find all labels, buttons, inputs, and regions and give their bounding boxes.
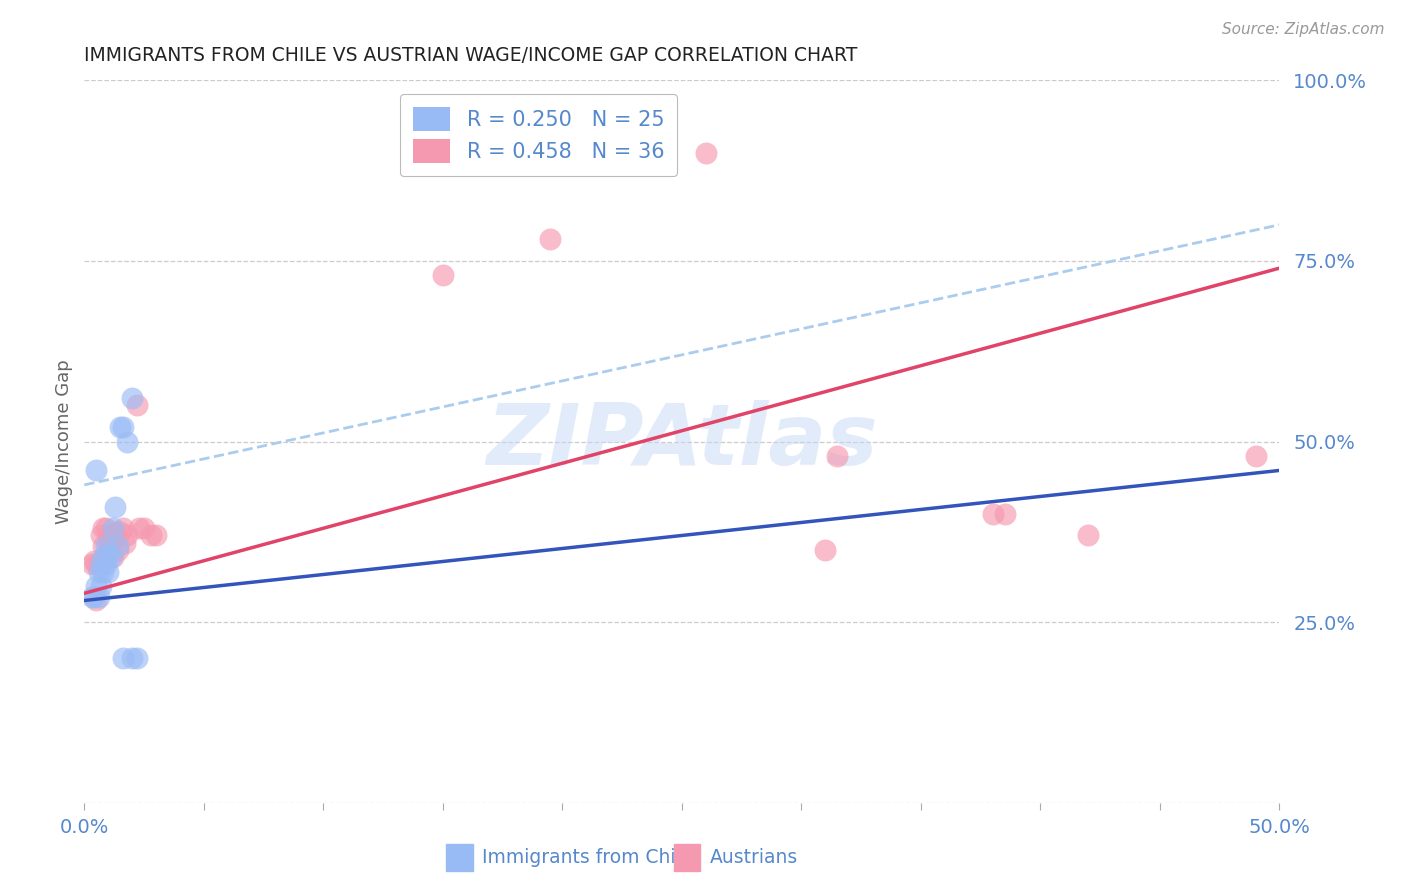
Point [814,542,837,557]
Point [90,558,112,572]
Point [128,521,150,535]
Point [86,463,108,477]
Point [86,593,108,607]
Bar [673,844,700,871]
Point [121,391,143,405]
Point [100,535,122,549]
Point [93,565,115,579]
Point [94,558,117,572]
Point [93,521,115,535]
Point [1244,449,1267,463]
Point [111,651,134,665]
Point [125,651,148,665]
Point [117,528,139,542]
Point [125,398,148,412]
Bar [447,844,472,871]
Point [86,558,108,572]
Point [83,554,105,568]
Point [107,539,129,553]
Point [93,550,115,565]
Point [101,521,124,535]
Point [540,232,562,246]
Point [97,565,120,579]
Text: Immigrants from Chile: Immigrants from Chile [482,848,692,867]
Point [86,579,108,593]
Point [110,420,132,434]
Point [1077,528,1099,542]
Point [94,521,117,535]
Point [97,547,120,561]
Point [101,550,124,565]
Point [100,550,122,565]
Point [90,558,112,572]
Text: ZIPAtlas: ZIPAtlas [486,400,877,483]
Point [94,539,117,553]
Point [83,590,105,604]
Point [145,528,167,542]
Point [981,507,1004,521]
Point [90,528,112,542]
Point [117,434,139,449]
Point [97,528,120,542]
Point [104,500,127,514]
Point [114,535,136,549]
Point [104,528,127,542]
Point [80,558,103,572]
Point [107,542,129,557]
Point [132,521,156,535]
Point [101,528,124,542]
Point [93,539,115,553]
Point [695,145,717,160]
Point [87,565,110,579]
Text: Austrians: Austrians [710,848,797,867]
Point [111,420,134,434]
Point [104,524,127,539]
Point [97,535,120,549]
Point [111,521,134,535]
Point [87,558,110,572]
Text: Source: ZipAtlas.com: Source: ZipAtlas.com [1222,22,1385,37]
Legend: R = 0.250   N = 25, R = 0.458   N = 36: R = 0.250 N = 25, R = 0.458 N = 36 [401,95,676,176]
Point [994,507,1017,521]
Y-axis label: Wage/Income Gap: Wage/Income Gap [55,359,73,524]
Point [432,268,454,283]
Point [827,449,849,463]
Point [110,524,132,539]
Point [87,590,110,604]
Point [141,528,163,542]
Point [121,651,143,665]
Point [90,579,112,593]
Point [80,590,103,604]
Text: IMMIGRANTS FROM CHILE VS AUSTRIAN WAGE/INCOME GAP CORRELATION CHART: IMMIGRANTS FROM CHILE VS AUSTRIAN WAGE/I… [84,45,858,65]
